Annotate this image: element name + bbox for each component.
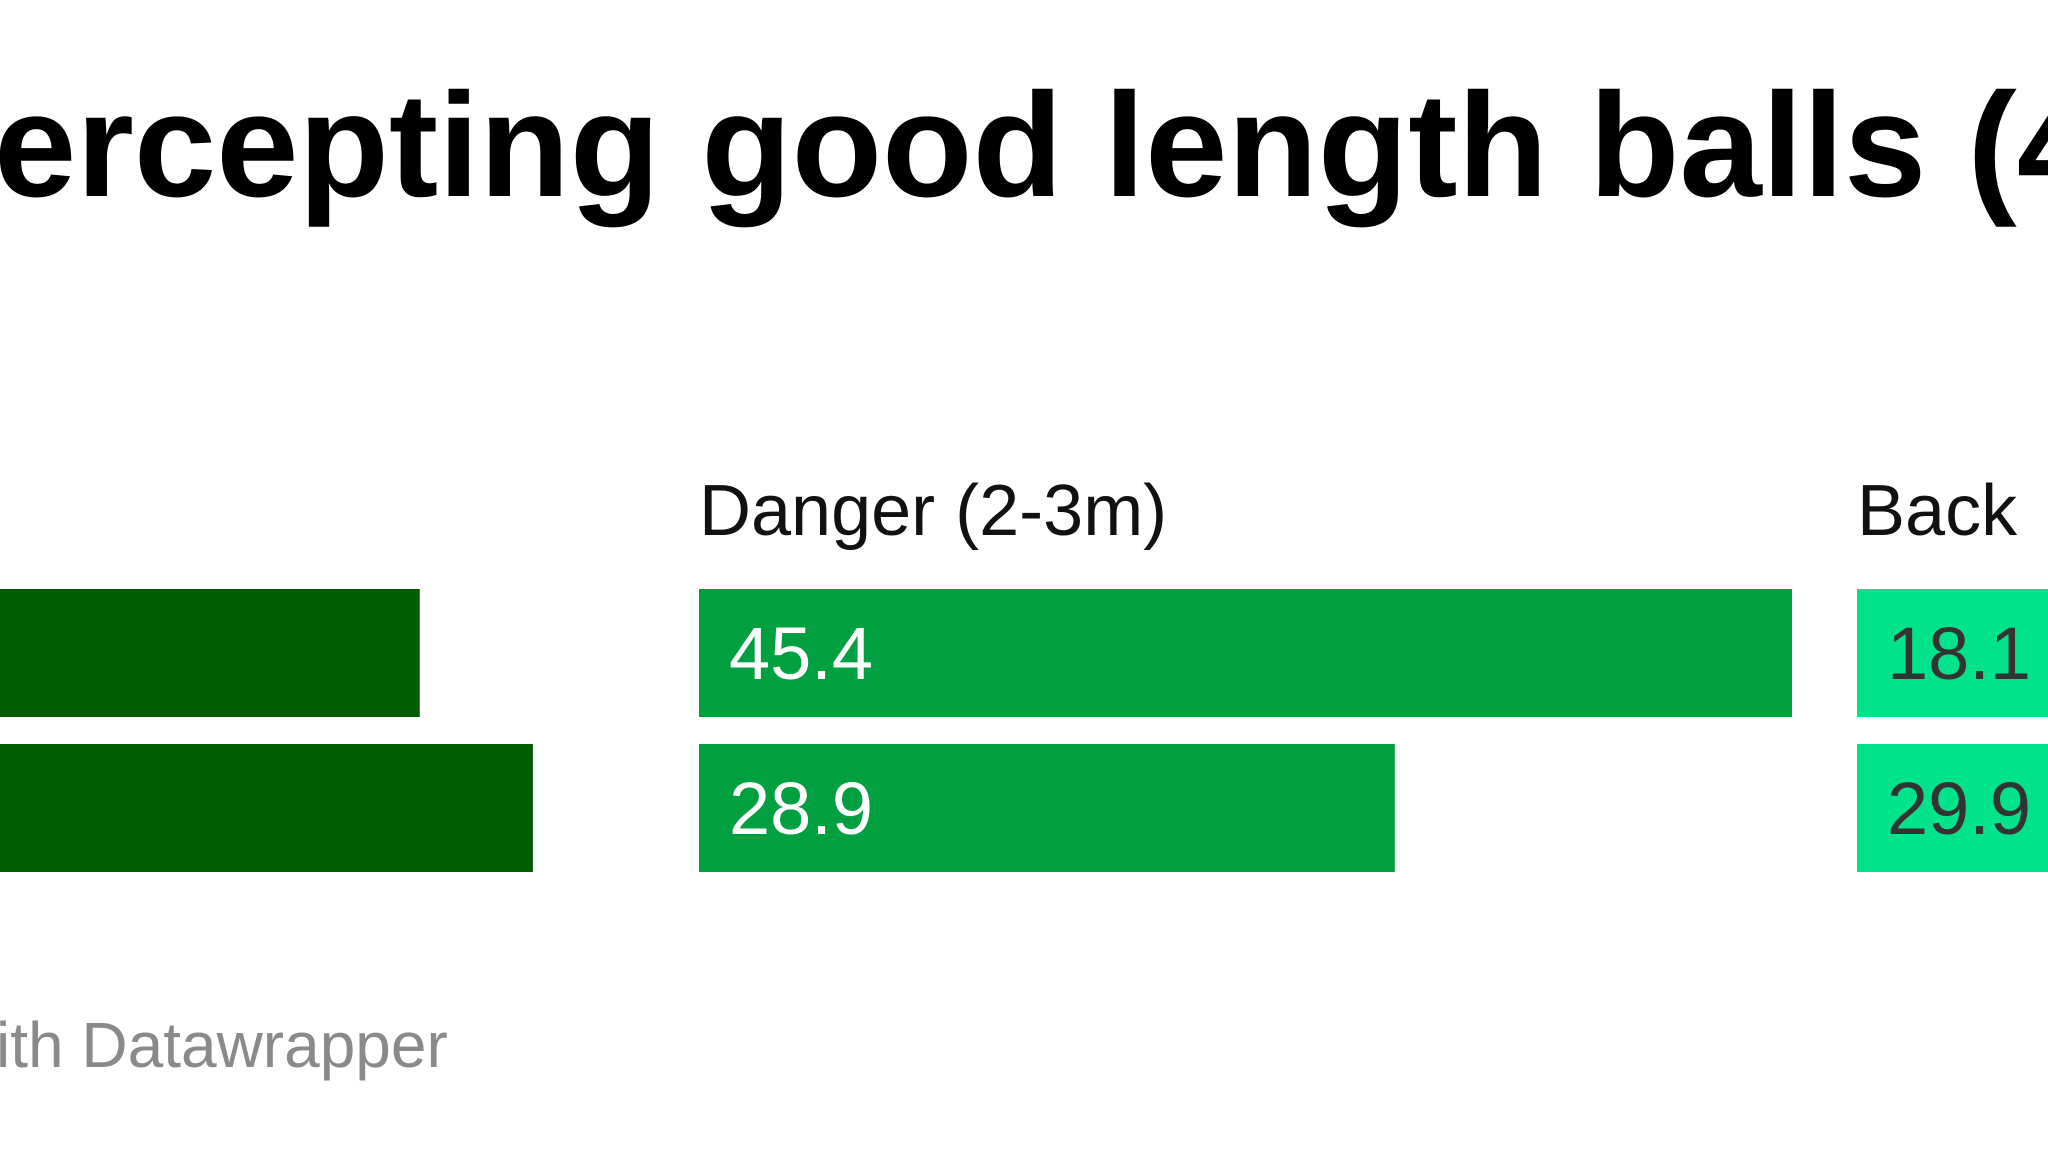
- value-label: 29.9: [1887, 767, 2031, 850]
- bar: [699, 589, 1792, 717]
- bar: [1857, 589, 2048, 717]
- chart-title: ercepting good length balls (4-5m: [0, 63, 2048, 228]
- bar: [699, 744, 1395, 872]
- series-header: Back: [1857, 471, 2018, 551]
- bar: [0, 589, 420, 717]
- series-header: Danger (2-3m): [699, 471, 1167, 551]
- bar: [1857, 744, 2048, 872]
- value-label: 45.4: [729, 612, 873, 695]
- credit: ith Datawrapper: [0, 1009, 448, 1081]
- value-label: 28.9: [729, 767, 873, 850]
- bar: [0, 744, 533, 872]
- value-label: 18.1: [1887, 612, 2031, 695]
